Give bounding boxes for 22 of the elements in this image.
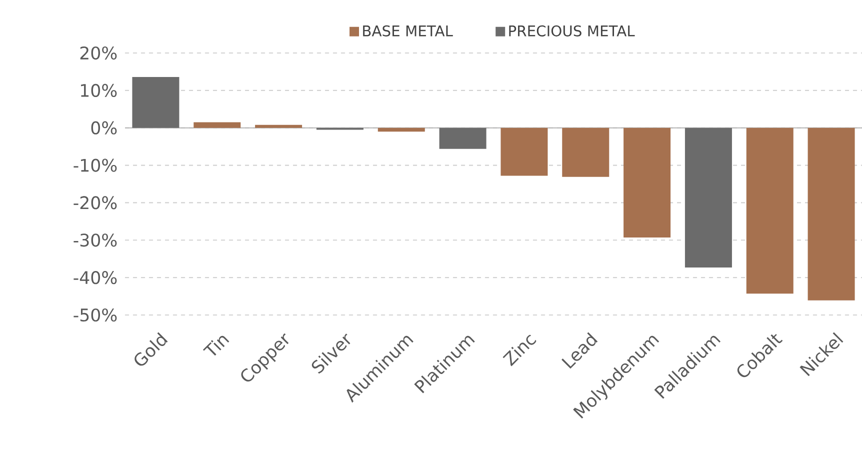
bar	[378, 128, 425, 132]
legend-label: BASE METAL	[363, 25, 453, 36]
y-tick-label: -10%	[74, 158, 117, 172]
y-tick-label: -30%	[74, 234, 117, 247]
bar	[624, 128, 671, 238]
bar	[255, 124, 302, 128]
bar	[500, 128, 548, 176]
bar	[439, 128, 486, 149]
y-tick-label: 0%	[91, 121, 117, 134]
y-tick-label: -50%	[74, 308, 117, 322]
bar	[746, 128, 794, 294]
x-tick-label: Tin	[202, 336, 230, 356]
y-tick-label: -40%	[74, 271, 117, 284]
bar	[808, 128, 855, 300]
legend-label: PRECIOUS METAL	[509, 25, 635, 36]
bar	[562, 128, 610, 177]
y-tick-label: -20%	[74, 196, 117, 210]
bar	[684, 128, 732, 268]
y-tick-label: 10%	[81, 84, 117, 97]
y-tick-label: 20%	[80, 46, 117, 60]
bar	[194, 122, 241, 128]
bar	[132, 76, 180, 128]
